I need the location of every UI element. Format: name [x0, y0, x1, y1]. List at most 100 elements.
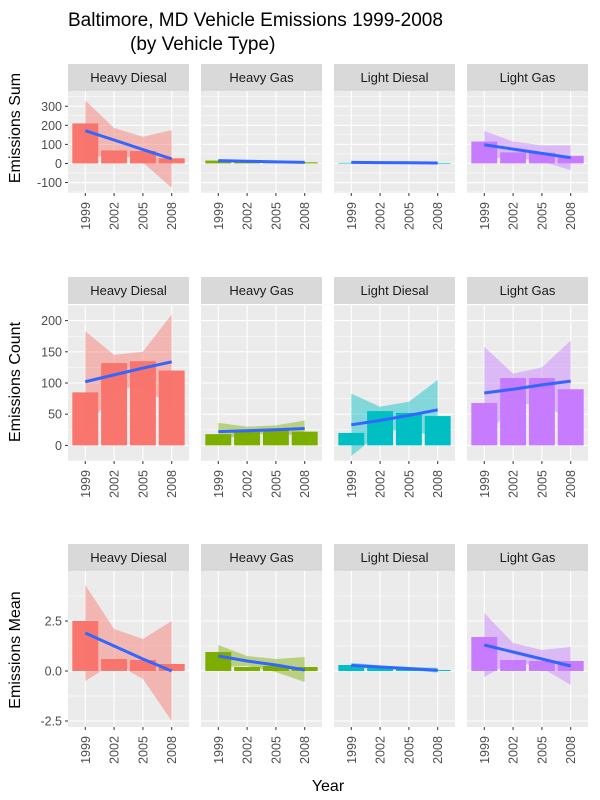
x-tick-label: 2008 [165, 470, 179, 498]
facet-strip [467, 64, 588, 91]
bar-2008 [158, 370, 185, 446]
facet-strip [334, 64, 455, 91]
panel-content [467, 305, 588, 461]
x-tick-label: 1999 [212, 736, 226, 764]
panel-content [334, 571, 455, 727]
x-tick-label: 2008 [431, 736, 445, 764]
y-tick-label: 0 [55, 157, 62, 171]
trend-line [218, 427, 305, 434]
facet-strip [68, 277, 189, 304]
bar-2002 [101, 150, 128, 164]
trend-line [84, 129, 173, 161]
x-tick-label: 2005 [402, 736, 416, 764]
trend-line [84, 360, 173, 384]
bar-2008 [158, 158, 185, 164]
bar-2005 [129, 151, 156, 164]
confidence-band [484, 613, 571, 685]
x-tick-label: 1999 [478, 736, 492, 764]
facet-strip [467, 277, 588, 304]
bar-2005 [262, 430, 289, 446]
x-tick-label: 1999 [79, 202, 93, 230]
bar-2005 [129, 660, 156, 671]
bar-2002 [234, 667, 261, 671]
facet-strip [467, 544, 588, 571]
x-tick-label: 2008 [431, 470, 445, 498]
trend-line [84, 631, 173, 673]
x-tick-label: 2008 [165, 736, 179, 764]
facet-strip [334, 544, 455, 571]
facet-strip-label: Light Gas [500, 70, 556, 85]
x-tick-label: 2005 [136, 470, 150, 498]
trend-line [483, 643, 572, 668]
x-tick-label: 1999 [478, 202, 492, 230]
bar-1999 [72, 123, 99, 164]
y-tick-label: -2.5 [40, 715, 62, 729]
x-tick-label: 1999 [212, 470, 226, 498]
x-tick-label: 2008 [298, 202, 312, 230]
panel-background [334, 91, 455, 193]
bar-2002 [500, 152, 527, 164]
facet-strip-label: Heavy Gas [229, 70, 294, 85]
y-tick-label: 100 [41, 138, 62, 152]
bar-2002 [367, 411, 394, 446]
chart-title-line1: Baltimore, MD Vehicle Emissions 1999-200… [68, 10, 443, 31]
y-tick-label: 2.5 [45, 615, 62, 629]
y-axis-title-row-3: Emissions Mean [7, 591, 24, 708]
bar-2002 [500, 660, 527, 671]
x-tick-label: 1999 [212, 202, 226, 230]
x-tick-label: 2008 [298, 470, 312, 498]
facet-strip-label: Heavy Diesal [90, 70, 167, 85]
bar-1999 [72, 392, 99, 446]
bar-2008 [424, 670, 451, 671]
panel-content [334, 91, 455, 193]
trend-line [484, 379, 571, 395]
x-tick-label: 2002 [108, 202, 122, 230]
bar-2008 [291, 162, 318, 164]
x-tick-label: 2005 [535, 736, 549, 764]
x-tick-label: 2002 [374, 736, 388, 764]
x-tick-label: 2002 [108, 736, 122, 764]
x-tick-label: 2008 [165, 202, 179, 230]
x-tick-label: 2005 [402, 470, 416, 498]
facet-strip-label: Light Diesal [361, 70, 429, 85]
x-axis-title: Year [312, 778, 345, 795]
bar-2005 [528, 152, 555, 164]
confidence-band [484, 340, 571, 440]
bar-2008 [424, 416, 451, 446]
y-tick-label: 0 [55, 439, 62, 453]
x-tick-label: 2005 [535, 470, 549, 498]
bar-1999 [72, 621, 99, 671]
panel-content [68, 571, 189, 727]
x-tick-label: 2005 [269, 202, 283, 230]
facet-strip [334, 277, 455, 304]
bar-2005 [262, 666, 289, 671]
x-tick-label: 1999 [79, 736, 93, 764]
x-tick-label: 2008 [431, 202, 445, 230]
confidence-band [85, 314, 172, 433]
y-tick-label: 50 [48, 408, 62, 422]
x-tick-label: 2002 [241, 736, 255, 764]
x-tick-label: 1999 [345, 470, 359, 498]
bar-2008 [291, 431, 318, 446]
trend-line [218, 159, 305, 164]
x-tick-label: 2008 [564, 202, 578, 230]
bar-2005 [129, 361, 156, 446]
panel-content [201, 305, 322, 461]
x-tick-label: 2008 [564, 736, 578, 764]
y-tick-label: -100 [37, 176, 62, 190]
bar-2008 [158, 664, 185, 671]
x-tick-label: 2002 [507, 736, 521, 764]
facet-strip-label: Heavy Gas [229, 550, 294, 565]
x-tick-label: 2005 [136, 202, 150, 230]
x-tick-label: 2005 [402, 202, 416, 230]
panel-content [467, 91, 588, 193]
y-axis-title-row-2: Emissions Count [7, 321, 24, 442]
y-axis-title-row-1: Emissions Sum [7, 73, 24, 183]
x-tick-label: 1999 [478, 470, 492, 498]
bar-1999 [338, 432, 365, 446]
trend-line [218, 654, 305, 672]
x-tick-label: 2005 [269, 736, 283, 764]
bar-2008 [424, 163, 451, 164]
facet-strip-label: Heavy Diesal [90, 283, 167, 298]
